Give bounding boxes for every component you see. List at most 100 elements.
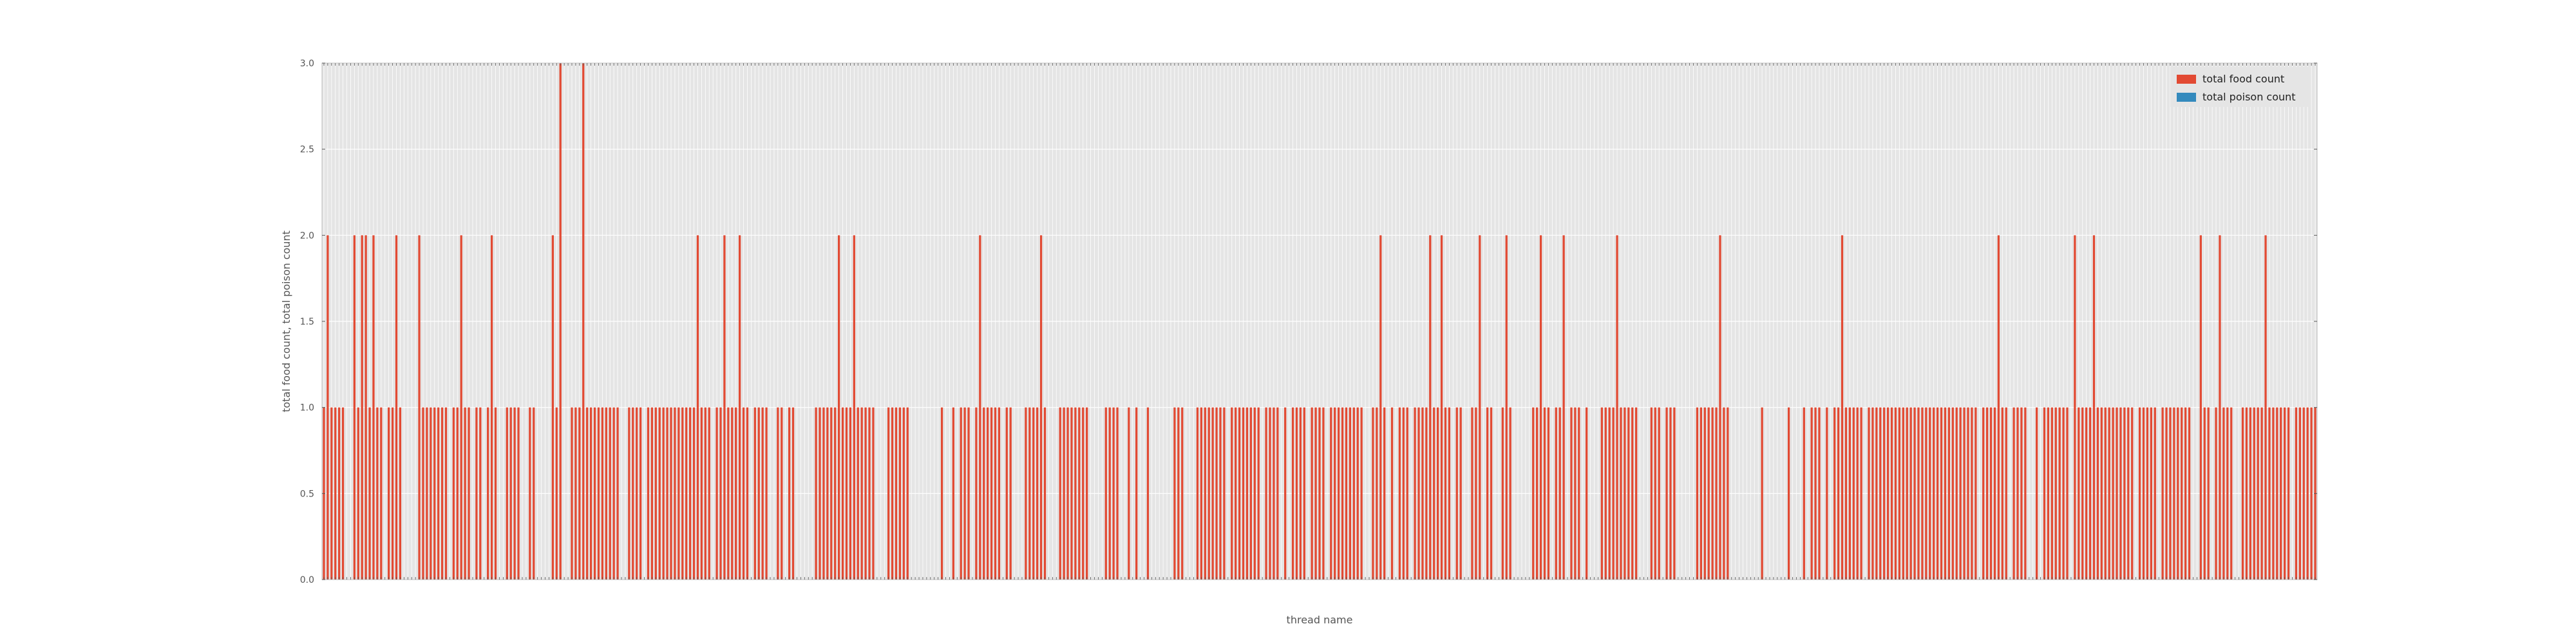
x-axis — [323, 63, 2316, 580]
bar-food — [464, 407, 466, 580]
bar-food — [1787, 407, 1790, 580]
bar-food — [1421, 407, 1424, 580]
bar-food — [1913, 407, 1916, 580]
bar-food — [1490, 407, 1493, 580]
bar-food — [2260, 407, 2263, 580]
bar-food — [1104, 407, 1107, 580]
bar-food — [1475, 407, 1477, 580]
bar-food — [490, 235, 493, 580]
bar-food — [681, 407, 684, 580]
bar-food — [1341, 407, 1344, 580]
bar-food — [1989, 407, 1993, 580]
bar-food — [2138, 407, 2141, 580]
bar-food — [1208, 407, 1210, 580]
bar-food — [1844, 407, 1848, 580]
bar-food — [868, 407, 871, 580]
bar-food — [1231, 407, 1233, 580]
bar-food — [731, 407, 734, 580]
bar-food — [1318, 407, 1321, 580]
bar-food — [2161, 407, 2164, 580]
bar-food — [1578, 407, 1580, 580]
bar-food — [2295, 407, 2298, 580]
bar-food — [1818, 407, 1821, 580]
bar-food — [593, 407, 596, 580]
bar-food — [2020, 407, 2023, 580]
bar-food — [2024, 407, 2027, 580]
bar-food — [895, 407, 898, 580]
bar-food — [1959, 407, 1962, 580]
bar-food — [1074, 407, 1077, 580]
bar-food — [1963, 407, 1965, 580]
bar-food — [2074, 235, 2076, 580]
bar-food — [906, 407, 909, 580]
bar-food — [990, 407, 993, 580]
bar-food — [1376, 407, 1378, 580]
bar-food — [963, 407, 966, 580]
bar-food — [650, 407, 654, 580]
bar-food — [1723, 407, 1725, 580]
bar-food — [2104, 407, 2107, 580]
bar-food — [849, 407, 852, 580]
bar-food — [1894, 407, 1897, 580]
bar-food — [330, 407, 333, 580]
legend-swatch-food — [2177, 75, 2196, 84]
bar-food — [1700, 407, 1702, 580]
bar-food — [1886, 407, 1889, 580]
bar-food — [574, 407, 577, 580]
bar-food — [1902, 407, 1904, 580]
bar-food — [605, 407, 607, 580]
bar-food — [2230, 407, 2233, 580]
bar-food — [1116, 407, 1119, 580]
bar-food — [2284, 407, 2286, 580]
bar-food — [551, 235, 554, 580]
bar-food — [597, 407, 600, 580]
bar-food — [1574, 407, 1577, 580]
bar-food — [437, 407, 440, 580]
bar-food — [555, 407, 558, 580]
bar-food — [399, 407, 402, 580]
bar-food — [1345, 407, 1348, 580]
bar-food — [639, 407, 642, 580]
bar-food — [864, 407, 867, 580]
bar-food — [2012, 407, 2015, 580]
bar-food — [1036, 407, 1039, 580]
bar-food — [1334, 407, 1336, 580]
bar-food — [1719, 235, 1721, 580]
bar-food — [658, 407, 661, 580]
bar-food — [857, 407, 859, 580]
bar-food — [1303, 407, 1305, 580]
bar-food — [1707, 407, 1710, 580]
bar-food — [735, 407, 737, 580]
bar-food — [2112, 407, 2114, 580]
bar-food — [822, 407, 825, 580]
bar-food — [688, 407, 692, 580]
bar-food — [1616, 235, 1618, 580]
bar-food — [1654, 407, 1656, 580]
bar-food — [444, 407, 448, 580]
bar-food — [1322, 407, 1325, 580]
bar-food — [2054, 407, 2057, 580]
bar-food — [1600, 407, 1603, 580]
bar-food — [994, 407, 997, 580]
bar-food — [1971, 407, 1973, 580]
bar-food — [2058, 407, 2061, 580]
bar-food — [2016, 407, 2019, 580]
bar-food — [368, 407, 371, 580]
bar-food — [395, 235, 398, 580]
bar-food — [2306, 407, 2309, 580]
bar-food — [853, 235, 855, 580]
bar-food — [1608, 407, 1611, 580]
bar-food — [586, 407, 589, 580]
bar-food — [1223, 407, 1226, 580]
bar-food — [2298, 407, 2301, 580]
bar-food — [1814, 407, 1817, 580]
bar-food — [1433, 407, 1435, 580]
bar-food — [1604, 407, 1607, 580]
bar-food — [2108, 407, 2110, 580]
bar-food — [738, 235, 741, 580]
bar-food — [1997, 235, 2000, 580]
bar-food — [715, 407, 718, 580]
bar-food — [2154, 407, 2156, 580]
bar-food — [1066, 407, 1069, 580]
